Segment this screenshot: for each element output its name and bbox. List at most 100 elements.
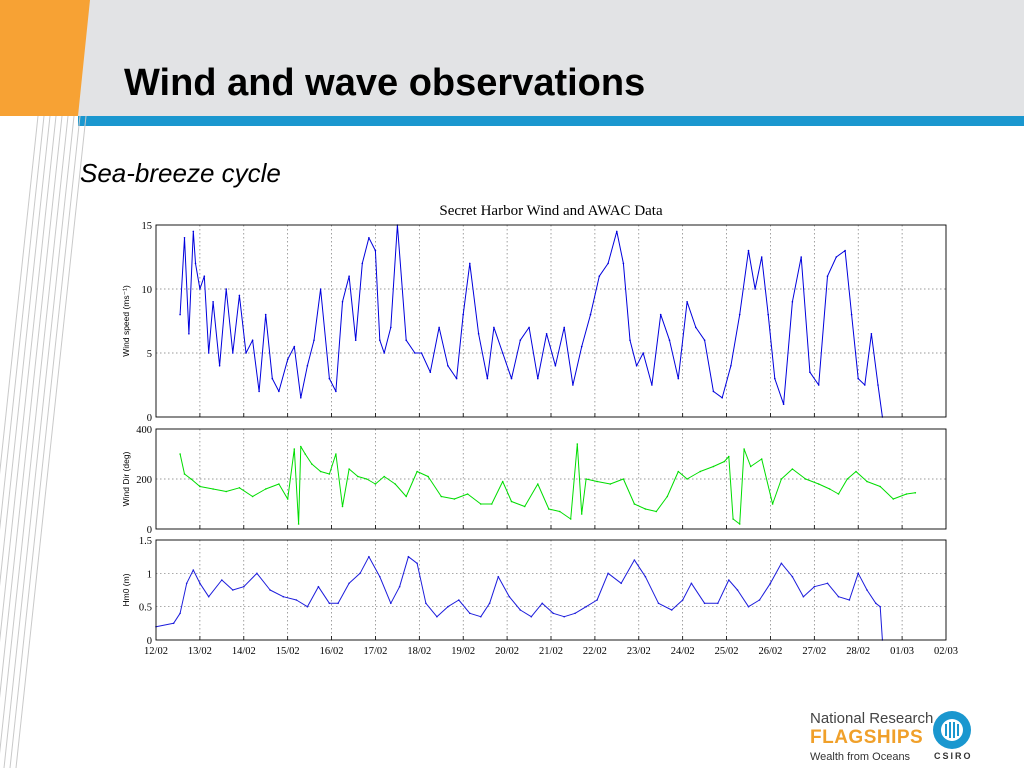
data-point — [622, 262, 625, 265]
data-point — [866, 589, 868, 591]
data-point — [297, 523, 300, 525]
x-tick-label: 14/02 — [232, 646, 256, 657]
data-point — [427, 475, 429, 478]
x-tick-label: 02/03 — [934, 646, 958, 657]
data-point — [864, 384, 866, 386]
data-point — [826, 275, 829, 277]
data-point — [348, 582, 350, 585]
data-point — [523, 505, 526, 508]
data-point — [179, 453, 181, 455]
data-point — [328, 602, 331, 605]
data-point — [466, 493, 469, 495]
data-point — [850, 313, 853, 316]
data-point — [644, 508, 647, 510]
data-point — [607, 572, 609, 575]
data-point — [407, 555, 410, 558]
y-tick-label: 0.5 — [139, 603, 152, 614]
data-point — [313, 339, 315, 341]
data-point — [780, 562, 783, 565]
data-point — [199, 288, 201, 290]
x-tick-label: 20/02 — [495, 646, 519, 657]
data-point — [589, 313, 592, 316]
data-point — [390, 602, 392, 605]
data-point — [278, 390, 280, 393]
data-point — [225, 288, 227, 290]
data-point — [616, 230, 618, 233]
data-point — [469, 262, 471, 265]
data-point — [569, 518, 572, 520]
data-point — [405, 495, 408, 498]
data-point — [278, 483, 280, 485]
data-point — [493, 326, 495, 329]
x-tick-label: 22/02 — [583, 646, 607, 657]
data-point — [225, 490, 227, 493]
data-point — [480, 503, 482, 505]
data-point — [328, 377, 331, 380]
x-tick-label: 01/03 — [890, 646, 914, 657]
x-tick-label: 26/02 — [758, 646, 782, 657]
data-point — [199, 485, 201, 488]
data-point — [455, 377, 458, 380]
data-point — [870, 333, 873, 335]
data-point — [341, 505, 344, 508]
y-tick-label: 15 — [142, 221, 153, 232]
data-point — [828, 488, 831, 490]
data-point — [192, 230, 195, 233]
data-point — [497, 575, 500, 578]
data-point — [354, 339, 357, 341]
data-point — [306, 365, 309, 367]
data-point — [218, 365, 221, 367]
data-point — [809, 371, 811, 373]
data-point — [245, 352, 247, 354]
data-point — [760, 458, 763, 460]
data-point — [817, 384, 820, 386]
data-point — [905, 493, 908, 495]
data-point — [458, 599, 460, 601]
x-tick-label: 21/02 — [539, 646, 563, 657]
data-point — [782, 403, 785, 405]
data-point — [264, 488, 267, 490]
wind-direction-panel: 0 200 400 Wind Dir (deg) — [121, 425, 947, 536]
data-point — [414, 352, 416, 354]
data-point — [398, 585, 401, 588]
data-point — [877, 384, 879, 386]
data-point — [767, 313, 769, 316]
y-tick-label: 400 — [136, 425, 152, 436]
data-point — [251, 339, 254, 341]
data-point — [183, 473, 186, 475]
data-point — [238, 487, 241, 489]
data-point — [548, 508, 550, 510]
data-point — [172, 622, 175, 625]
data-point — [559, 510, 561, 513]
data-point — [537, 377, 539, 380]
data-point — [295, 599, 298, 601]
y-tick-label: 10 — [142, 285, 153, 296]
plot-frame — [155, 539, 947, 641]
data-point — [848, 599, 851, 601]
data-point — [293, 448, 296, 450]
data-point — [892, 498, 895, 500]
data-point — [879, 605, 881, 608]
data-point — [552, 612, 554, 615]
data-point — [585, 605, 587, 608]
data-point — [192, 569, 195, 571]
decorative-lines — [0, 115, 87, 768]
data-point — [572, 384, 574, 386]
data-point — [501, 352, 504, 354]
data-point — [695, 326, 697, 329]
data-point — [690, 582, 693, 585]
data-point — [738, 523, 741, 525]
data-point — [374, 249, 377, 252]
data-point — [405, 339, 408, 341]
data-point — [528, 326, 530, 329]
data-point — [328, 473, 331, 475]
data-point — [875, 602, 877, 605]
wind-wave-figure: Secret Harbor Wind and AWAC Data 051015W… — [121, 203, 958, 657]
logo-line-3: Wealth from Oceans — [810, 751, 911, 763]
data-point — [837, 493, 840, 495]
data-point — [732, 518, 734, 520]
data-point — [728, 455, 730, 458]
data-point — [530, 615, 533, 618]
data-point — [264, 313, 267, 316]
data-point — [357, 475, 359, 478]
